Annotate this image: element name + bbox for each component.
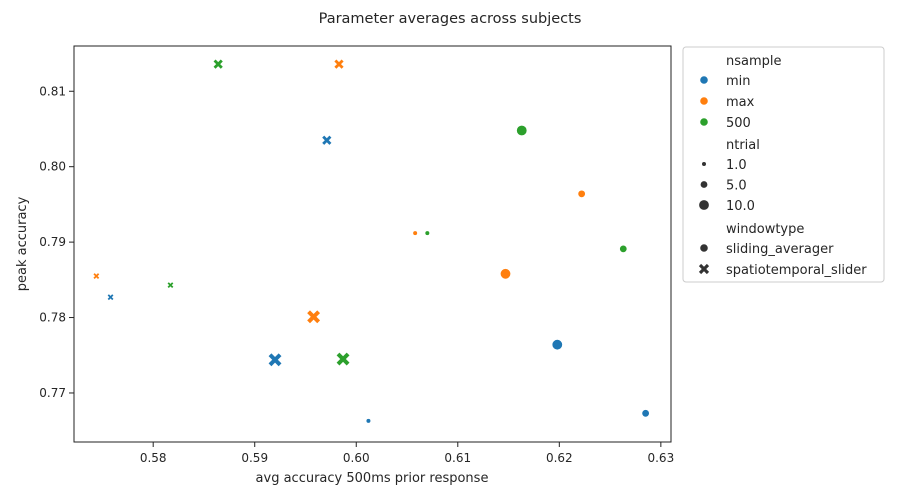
legend-frame xyxy=(682,46,885,283)
legend-label-min: min xyxy=(726,74,751,89)
data-point-max-spatiotemporal_slider xyxy=(306,309,321,324)
data-point-500-spatiotemporal_slider xyxy=(336,352,350,366)
data-point-500-spatiotemporal_slider xyxy=(213,58,224,70)
legend-size-label: 5.0 xyxy=(726,179,747,194)
data-point-min-sliding_averager xyxy=(365,418,372,424)
data-point-min-spatiotemporal_slider xyxy=(321,135,332,146)
y-tick-label: 0.81 xyxy=(39,84,66,98)
data-point-500-spatiotemporal_slider xyxy=(167,281,174,289)
x-tick-label: 0.60 xyxy=(343,451,370,465)
data-point-500-sliding_averager xyxy=(619,244,628,254)
x-tick-label: 0.58 xyxy=(140,451,167,465)
y-tick-label: 0.79 xyxy=(39,235,66,249)
legend-title-ntrial: ntrial xyxy=(726,138,760,153)
legend-size-label: 10.0 xyxy=(726,199,755,214)
legend-marker-max xyxy=(699,96,709,106)
data-point-min-spatiotemporal_slider xyxy=(268,352,282,367)
x-axis-label: avg accuracy 500ms prior response xyxy=(256,471,489,486)
data-point-max-sliding_averager xyxy=(499,268,512,280)
legend-style-label: spatiotemporal_slider xyxy=(726,263,867,278)
legend: nsample min max 500 ntrial 1.0 5.0 10.0 wind… xyxy=(682,46,885,283)
x-tick-label: 0.61 xyxy=(444,451,471,465)
data-point-min-sliding_averager xyxy=(641,409,650,418)
y-axis-ticks: 0.77 0.78 0.79 0.80 0.81 xyxy=(39,84,74,400)
data-points xyxy=(92,58,650,424)
legend-label-max: max xyxy=(726,95,755,110)
legend-title-windowtype: windowtype xyxy=(726,222,804,237)
data-point-500-sliding_averager xyxy=(424,230,431,236)
legend-label-500: 500 xyxy=(726,116,751,131)
x-tick-label: 0.62 xyxy=(546,451,573,465)
legend-marker-min xyxy=(699,75,709,85)
data-point-max-spatiotemporal_slider xyxy=(92,272,100,280)
legend-style-label: sliding_averager xyxy=(726,242,834,257)
legend-size-marker xyxy=(699,180,709,189)
data-point-min-spatiotemporal_slider xyxy=(107,293,114,301)
data-point-max-sliding_averager xyxy=(412,230,418,236)
legend-size-marker xyxy=(698,199,710,211)
y-tick-label: 0.80 xyxy=(39,160,66,174)
data-point-500-sliding_averager xyxy=(516,124,528,137)
data-point-min-sliding_averager xyxy=(551,338,563,351)
legend-title-nsample: nsample xyxy=(726,54,782,69)
data-point-max-spatiotemporal_slider xyxy=(333,58,345,70)
x-axis-ticks: 0.58 0.59 0.60 0.61 0.62 0.63 xyxy=(140,442,674,465)
plot-area xyxy=(73,45,672,443)
legend-marker-500 xyxy=(699,117,709,127)
data-point-max-sliding_averager xyxy=(577,189,586,199)
x-tick-label: 0.59 xyxy=(241,451,268,465)
x-tick-label: 0.63 xyxy=(647,451,674,465)
legend-style-marker-circle xyxy=(699,243,709,253)
legend-size-label: 1.0 xyxy=(726,158,747,173)
y-tick-label: 0.77 xyxy=(39,386,66,400)
legend-size-marker xyxy=(701,161,707,167)
y-tick-label: 0.78 xyxy=(39,311,66,325)
legend-style-marker-x xyxy=(698,263,710,275)
y-axis-label: peak accuracy xyxy=(15,196,30,291)
chart-title: Parameter averages across subjects xyxy=(319,11,582,27)
